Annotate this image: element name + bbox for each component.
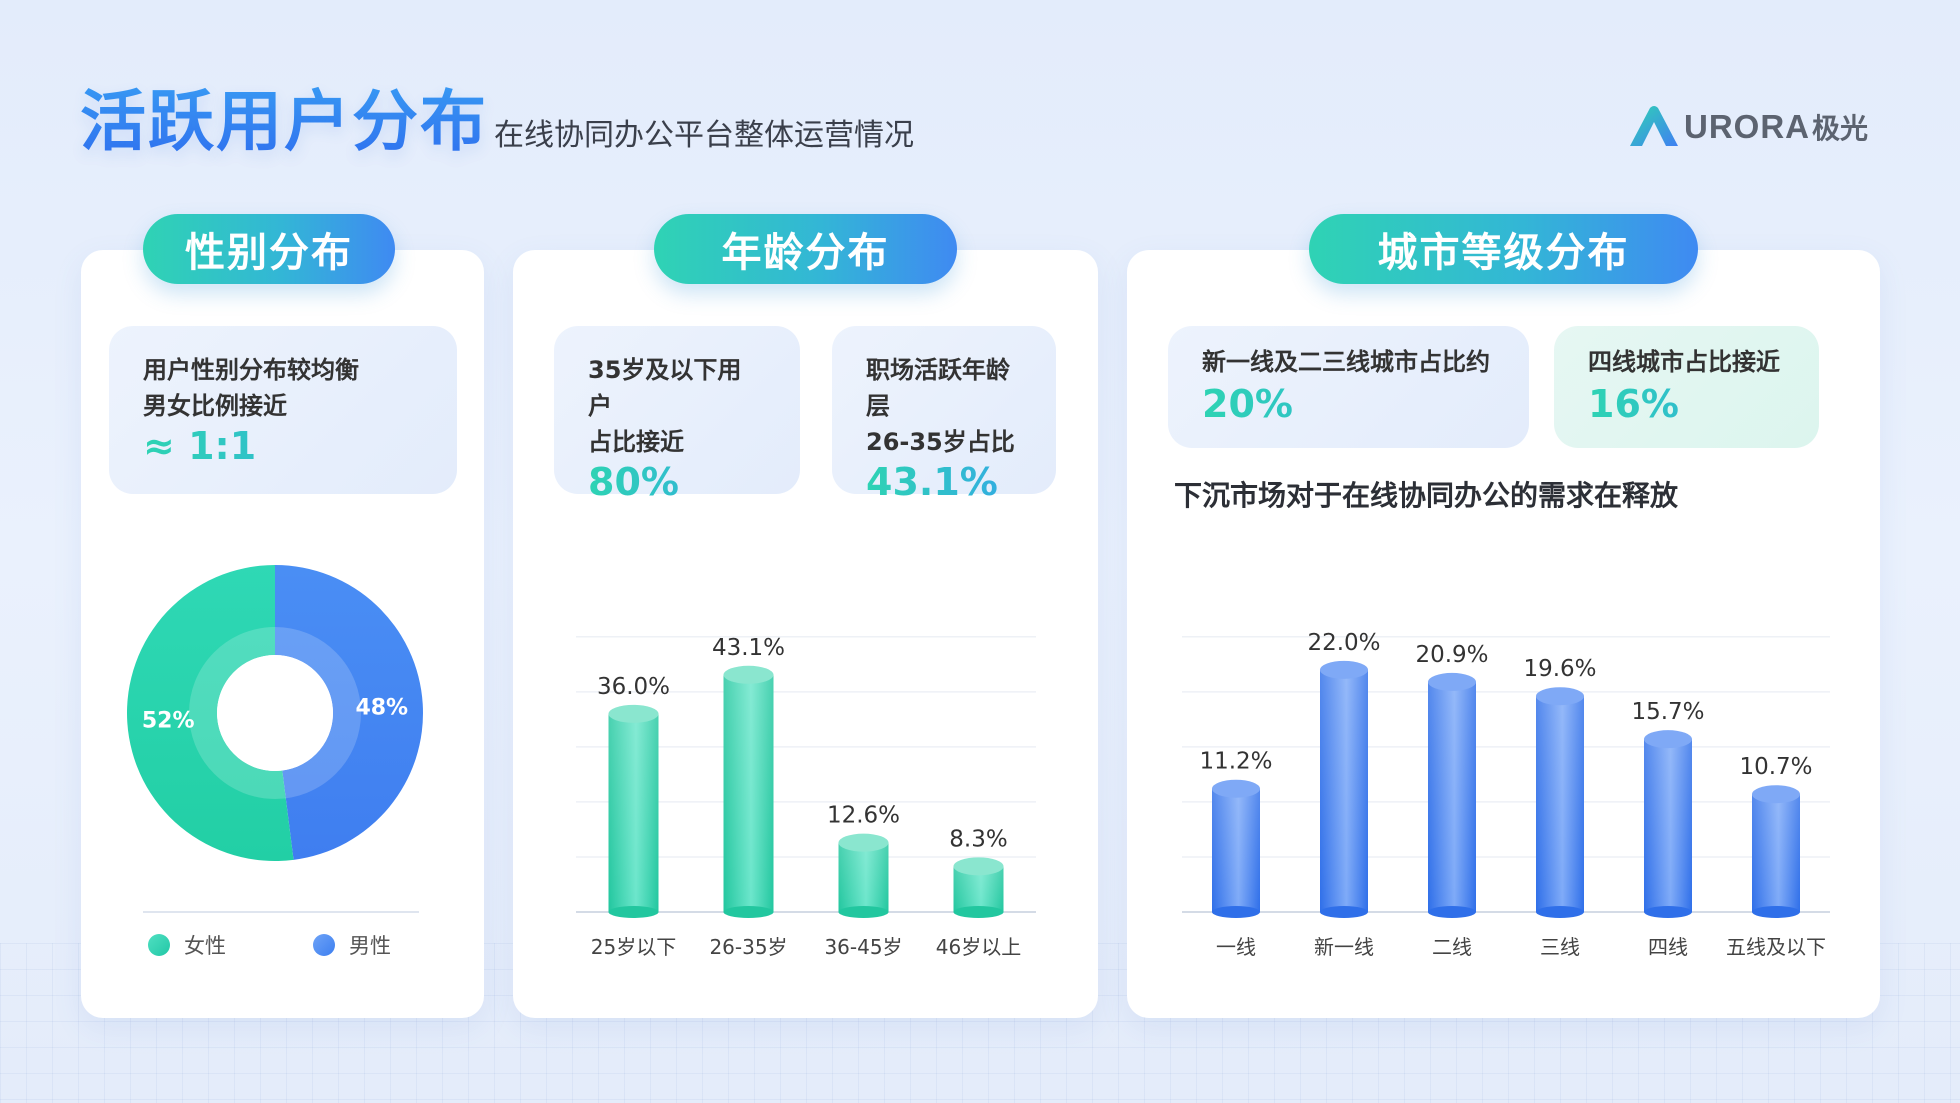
city-info-box-2: 四线城市占比接近 16%	[1554, 326, 1819, 448]
aurora-logo-icon	[1630, 106, 1678, 146]
page-title: 活跃用户分布	[80, 68, 488, 164]
age-info2-line2: 26-35岁占比	[866, 428, 1015, 456]
age-bar-chart: 36.0% 25岁以下 43.1% 26-35岁 12.6% 36-45岁 8.3% 46岁以…	[576, 635, 1036, 959]
gender-info-line1: 用户性别分布较均衡	[143, 356, 359, 384]
age-info-box-2: 职场活跃年龄层 26-35岁占比 43.1%	[832, 326, 1056, 504]
city-info2-value: 16%	[1588, 382, 1783, 426]
logo-cn: 极光	[1812, 112, 1869, 145]
bar-top	[1752, 785, 1800, 804]
bar-base	[1212, 906, 1260, 918]
gender-info-value: ≈ 1:1	[143, 424, 421, 468]
city-note: 下沉市场对于在线协同办公的需求在释放	[1174, 479, 1679, 512]
bar-category-label: 36-45岁	[824, 935, 902, 959]
city-info-box-1: 新一线及二三线城市占比约 20%	[1168, 326, 1529, 448]
bar-category-label: 三线	[1540, 935, 1580, 959]
bar-shine	[1428, 681, 1476, 912]
age-info2-line1: 职场活跃年龄层	[866, 356, 1010, 420]
bar-base	[608, 906, 659, 918]
bar-shine	[1752, 794, 1800, 912]
bar-top	[1644, 730, 1692, 749]
bar-base	[1428, 906, 1476, 918]
logo-text: URORA	[1684, 108, 1810, 145]
logo: URORA 极光	[1628, 106, 1868, 148]
bar-value-label: 36.0%	[597, 674, 670, 700]
bar-shine	[723, 674, 774, 912]
bar-value-label: 22.0%	[1307, 630, 1380, 656]
age-info-box-1: 35岁及以下用户 占比接近 80%	[554, 326, 800, 504]
bar-shine	[1644, 739, 1692, 912]
city-info1-value: 20%	[1202, 382, 1493, 426]
bar-category-label: 新一线	[1314, 935, 1374, 959]
gender-donut-chart: 48% 52%	[127, 565, 423, 861]
bar-top	[723, 665, 774, 684]
bar-category-label: 一线	[1216, 935, 1256, 959]
bar-base	[838, 906, 889, 918]
legend-female-label: 女性	[184, 934, 226, 958]
bar-base	[953, 906, 1004, 918]
legend-male-label: 男性	[349, 934, 391, 958]
city-bar-chart: 11.2% 一线 22.0% 新一线 20.9% 二线 19.6% 三线 15.7% 四线 10.7…	[1182, 630, 1830, 959]
donut-hole	[217, 655, 333, 771]
legend-male: 男性	[313, 930, 391, 960]
city-heading: 城市等级分布	[1309, 214, 1698, 284]
age-info1-value: 80%	[588, 460, 764, 504]
age-info2-value: 43.1%	[866, 460, 1020, 504]
bar-value-label: 43.1%	[712, 635, 785, 661]
bar-category-label: 26-35岁	[709, 935, 787, 959]
donut-slice-male	[275, 565, 423, 860]
bar-value-label: 8.3%	[949, 826, 1007, 852]
age-heading: 年龄分布	[654, 214, 957, 284]
gender-info-line2: 男女比例接近	[143, 392, 287, 420]
bar-shine	[1536, 696, 1584, 912]
donut-label-female: 52%	[142, 709, 195, 734]
bar-category-label: 四线	[1648, 935, 1688, 959]
bar-value-label: 12.6%	[827, 803, 900, 829]
bar-shine	[1212, 788, 1260, 912]
bar-base	[1644, 906, 1692, 918]
bar-category-label: 五线及以下	[1726, 935, 1826, 959]
bar-value-label: 11.2%	[1199, 749, 1272, 775]
gender-info-box: 用户性别分布较均衡 男女比例接近 ≈ 1:1	[109, 326, 457, 494]
bar-base	[1536, 906, 1584, 918]
bar-top	[1536, 687, 1584, 706]
bar-top	[608, 704, 659, 723]
bar-value-label: 19.6%	[1523, 656, 1596, 682]
bar-top	[1428, 672, 1476, 691]
bar-category-label: 25岁以下	[591, 935, 676, 959]
bar-shine	[1320, 669, 1368, 912]
donut-inner-ring	[189, 627, 361, 799]
city-info2-text: 四线城市占比接近	[1588, 348, 1780, 376]
bar-top	[1212, 779, 1260, 798]
donut-label-male: 48%	[355, 695, 408, 720]
bar-value-label: 15.7%	[1631, 699, 1704, 725]
bar-top	[838, 833, 889, 852]
bar-value-label: 20.9%	[1415, 642, 1488, 668]
bar-shine	[838, 842, 889, 912]
donut-slice-female	[127, 565, 294, 861]
bar-base	[1320, 906, 1368, 918]
bar-top	[1320, 660, 1368, 679]
bar-category-label: 二线	[1432, 935, 1472, 959]
bar-value-label: 10.7%	[1739, 754, 1812, 780]
age-info1-line2: 占比接近	[588, 428, 684, 456]
bar-top	[953, 857, 1004, 876]
age-info1-line1: 35岁及以下用户	[588, 356, 742, 420]
legend-female: 女性	[148, 930, 226, 960]
legend-female-dot	[148, 934, 170, 956]
gender-heading: 性别分布	[143, 214, 395, 284]
bar-base	[1752, 906, 1800, 918]
bar-shine	[608, 713, 659, 912]
bar-base	[723, 906, 774, 918]
city-info1-text: 新一线及二三线城市占比约	[1202, 348, 1490, 376]
legend-divider	[143, 911, 419, 913]
legend-male-dot	[313, 934, 335, 956]
page-subtitle: 在线协同办公平台整体运营情况	[494, 118, 914, 153]
bar-category-label: 46岁以上	[936, 935, 1021, 959]
